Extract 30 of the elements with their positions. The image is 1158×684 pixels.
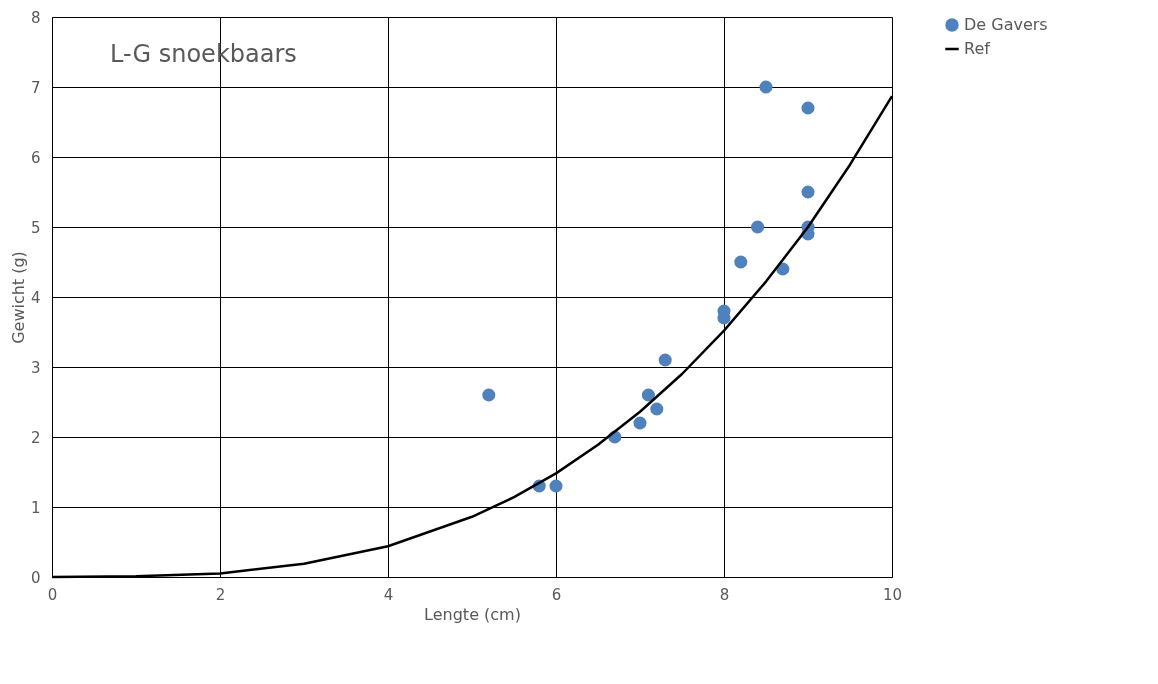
y-tick-label: 5 — [30, 218, 41, 237]
point — [633, 416, 647, 430]
x-tick-label: 6 — [551, 585, 562, 604]
x-tick-label: 0 — [47, 585, 58, 604]
x-tick-label: 10 — [882, 585, 903, 604]
point — [734, 255, 748, 269]
point — [549, 479, 563, 493]
y-tick-label: 6 — [30, 148, 41, 167]
x-tick-label: 8 — [719, 585, 730, 604]
x-tick-label: 2 — [215, 585, 226, 604]
y-axis-title: Gewicht (g) — [8, 251, 28, 344]
legend-label: Ref — [964, 39, 991, 58]
point — [641, 388, 655, 402]
point — [759, 80, 773, 94]
legend-label: De Gavers — [964, 15, 1048, 34]
x-tick-label: 4 — [383, 585, 394, 604]
y-tick-label: 8 — [30, 8, 41, 27]
y-tick-label: 1 — [30, 498, 41, 517]
point — [801, 101, 815, 115]
point — [658, 353, 672, 367]
point — [751, 220, 765, 234]
y-tick-label: 0 — [30, 568, 41, 587]
y-tick-label: 4 — [30, 288, 41, 307]
y-tick-label: 2 — [30, 428, 41, 447]
point — [801, 185, 815, 199]
point — [650, 402, 664, 416]
y-tick-label: 7 — [30, 78, 41, 97]
x-axis-title: Lengte (cm) — [424, 604, 521, 624]
y-tick-label: 3 — [30, 358, 41, 377]
point — [482, 388, 496, 402]
